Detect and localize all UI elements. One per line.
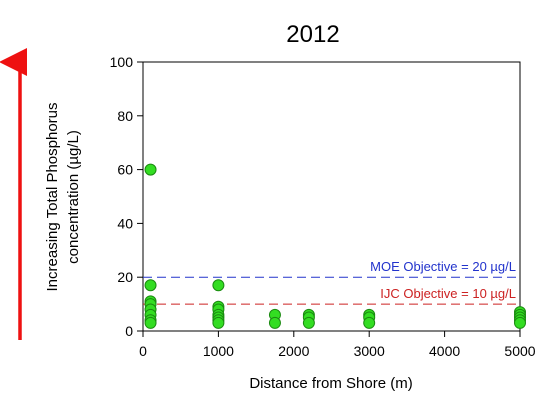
y-tick-label: 40	[117, 215, 133, 231]
y-axis-label-line2: concentration (µg/L)	[65, 130, 82, 264]
x-tick-label: 2000	[278, 343, 309, 359]
chart-title: 2012	[286, 21, 339, 48]
x-tick-label: 5000	[504, 343, 535, 359]
x-tick-label: 1000	[203, 343, 234, 359]
x-tick-label: 3000	[354, 343, 385, 359]
x-tick-label: 0	[139, 343, 147, 359]
data-point	[144, 279, 157, 292]
data-point	[363, 316, 376, 329]
reference-line-label: MOE Objective = 20 µg/L	[370, 259, 516, 274]
y-tick-label: 0	[125, 323, 133, 339]
x-tick-label: 4000	[429, 343, 460, 359]
data-point	[144, 163, 157, 176]
y-tick-label: 80	[117, 108, 133, 124]
y-tick-label: 100	[110, 54, 134, 70]
data-point	[144, 316, 157, 329]
y-tick-label: 20	[117, 269, 133, 285]
reference-line-label: IJC Objective = 10 µg/L	[380, 286, 516, 301]
data-point	[212, 279, 225, 292]
y-axis-label-line1: Increasing Total Phosphorus	[44, 102, 61, 291]
data-point	[212, 316, 225, 329]
x-axis-label: Distance from Shore (m)	[249, 375, 412, 392]
data-point	[514, 316, 526, 329]
y-tick-label: 60	[117, 162, 133, 178]
plot-area	[142, 61, 521, 332]
data-point	[268, 316, 281, 329]
data-point	[302, 316, 315, 329]
